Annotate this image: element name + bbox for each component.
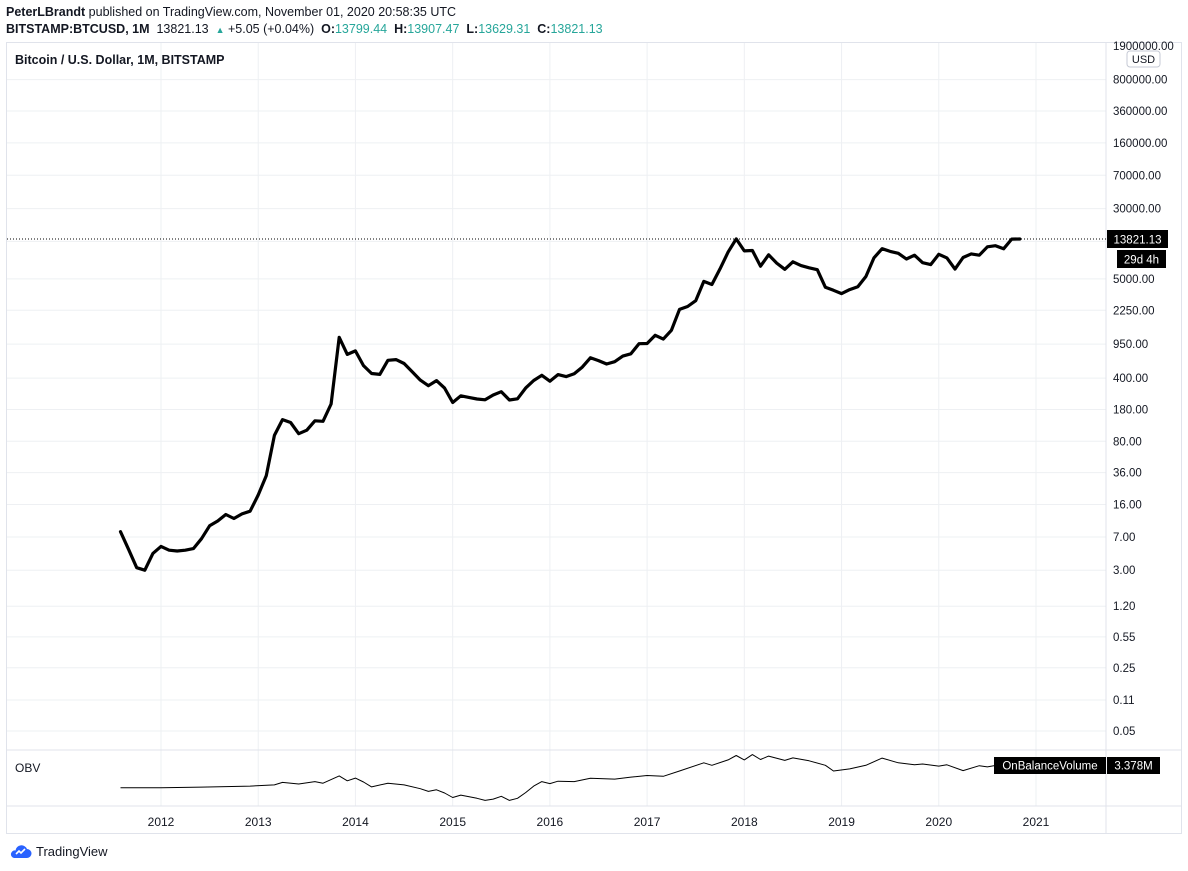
countdown-tag bbox=[1117, 250, 1166, 268]
currency-label: USD bbox=[1132, 54, 1155, 66]
x-tick-label: 2017 bbox=[634, 815, 661, 829]
y-tick-label-partial: 1900000.00 bbox=[1113, 41, 1174, 53]
x-tick-label: 2019 bbox=[828, 815, 855, 829]
chart-legend-title[interactable]: Bitcoin / U.S. Dollar, 1M, BITSTAMP bbox=[15, 53, 225, 67]
y-tick-label: 360000.00 bbox=[1113, 106, 1167, 118]
y-tick-label: 3.00 bbox=[1113, 565, 1135, 577]
currency-box bbox=[1126, 50, 1161, 68]
close-key: C: bbox=[537, 22, 551, 36]
obv-line bbox=[120, 754, 1020, 801]
ohlc-header: BITSTAMP:BTCUSD, 1M 13821.13 ▲ +5.05 (+0… bbox=[6, 22, 603, 36]
publish-info: PeterLBrandt published on TradingView.co… bbox=[6, 5, 456, 19]
y-tick-label: 36.00 bbox=[1113, 468, 1142, 480]
y-tick-label: 0.05 bbox=[1113, 726, 1135, 738]
price-line bbox=[118, 237, 1022, 572]
low-value: 13629.31 bbox=[478, 22, 531, 36]
y-tick-label: 30000.00 bbox=[1113, 204, 1161, 216]
x-tick-label: 2016 bbox=[537, 815, 564, 829]
open-key: O: bbox=[321, 22, 335, 36]
y-tick-label: 70000.00 bbox=[1113, 170, 1161, 182]
publish-line: published on TradingView.com, November 0… bbox=[88, 5, 457, 19]
price-tags: 13821.13 29d 4h OnBalanceVolume 3.378M bbox=[7, 230, 1168, 774]
countdown-tag-text: 29d 4h bbox=[1124, 255, 1159, 267]
symbol-label: BITSTAMP:BTCUSD, 1M bbox=[6, 22, 150, 36]
low-key: L: bbox=[466, 22, 479, 36]
obv-value-tag-text: 3.378M bbox=[1114, 761, 1152, 773]
y-tick-label: 2250.00 bbox=[1113, 305, 1155, 317]
high-key: H: bbox=[394, 22, 408, 36]
grid-lines bbox=[7, 43, 1181, 833]
y-tick-label: 1.20 bbox=[1113, 601, 1135, 613]
last-price-tag bbox=[1107, 230, 1168, 248]
x-tick-label: 2015 bbox=[439, 815, 466, 829]
publisher-name[interactable]: PeterLBrandt bbox=[6, 5, 86, 19]
tradingview-footer[interactable]: TradingView bbox=[8, 844, 108, 859]
x-tick-label: 2020 bbox=[925, 815, 952, 829]
axes: 0.05 0.11 0.25 0.55 1.20 3.00 7.00 16.00 36.00 80… bbox=[148, 41, 1174, 829]
footer-brand: TradingView bbox=[36, 844, 108, 859]
y-tick-label: 16.00 bbox=[1113, 499, 1142, 511]
y-tick-label: 800000.00 bbox=[1113, 75, 1167, 87]
last-price-tag-text: 13821.13 bbox=[1114, 235, 1162, 247]
y-tick-label: 5000.00 bbox=[1113, 274, 1155, 286]
obv-name-tag-text: OnBalanceVolume bbox=[1002, 761, 1097, 773]
y-tick-label: 180.00 bbox=[1113, 404, 1148, 416]
price-series bbox=[118, 237, 1022, 572]
price-change: +5.05 (+0.04%) bbox=[227, 22, 315, 36]
obv-pane-label[interactable]: OBV bbox=[15, 761, 41, 775]
high-value: 13907.47 bbox=[407, 22, 460, 36]
y-tick-label: 160000.00 bbox=[1113, 138, 1167, 150]
x-tick-label: 2014 bbox=[342, 815, 369, 829]
obv-name-tag bbox=[994, 757, 1106, 774]
chart-frame bbox=[6, 42, 1182, 834]
y-tick-label: 7.00 bbox=[1113, 532, 1135, 544]
tradingview-cloud-icon bbox=[10, 844, 32, 858]
x-tick-label: 2021 bbox=[1023, 815, 1050, 829]
obv-series bbox=[120, 754, 1020, 801]
y-tick-label: 0.11 bbox=[1113, 695, 1135, 707]
open-value: 13799.44 bbox=[334, 22, 388, 36]
y-tick-label: 950.00 bbox=[1113, 339, 1148, 351]
y-tick-label: 0.55 bbox=[1113, 632, 1135, 644]
up-arrow-icon: ▲ bbox=[215, 25, 225, 35]
y-tick-label: 400.00 bbox=[1113, 373, 1148, 385]
x-tick-label: 2013 bbox=[245, 815, 272, 829]
obv-value-tag bbox=[1107, 757, 1160, 774]
close-value: 13821.13 bbox=[550, 22, 603, 36]
x-tick-label: 2018 bbox=[731, 815, 758, 829]
y-tick-label: 0.25 bbox=[1113, 663, 1135, 675]
last-price: 13821.13 bbox=[156, 22, 209, 36]
y-tick-label: 80.00 bbox=[1113, 436, 1142, 448]
x-tick-label: 2012 bbox=[148, 815, 175, 829]
